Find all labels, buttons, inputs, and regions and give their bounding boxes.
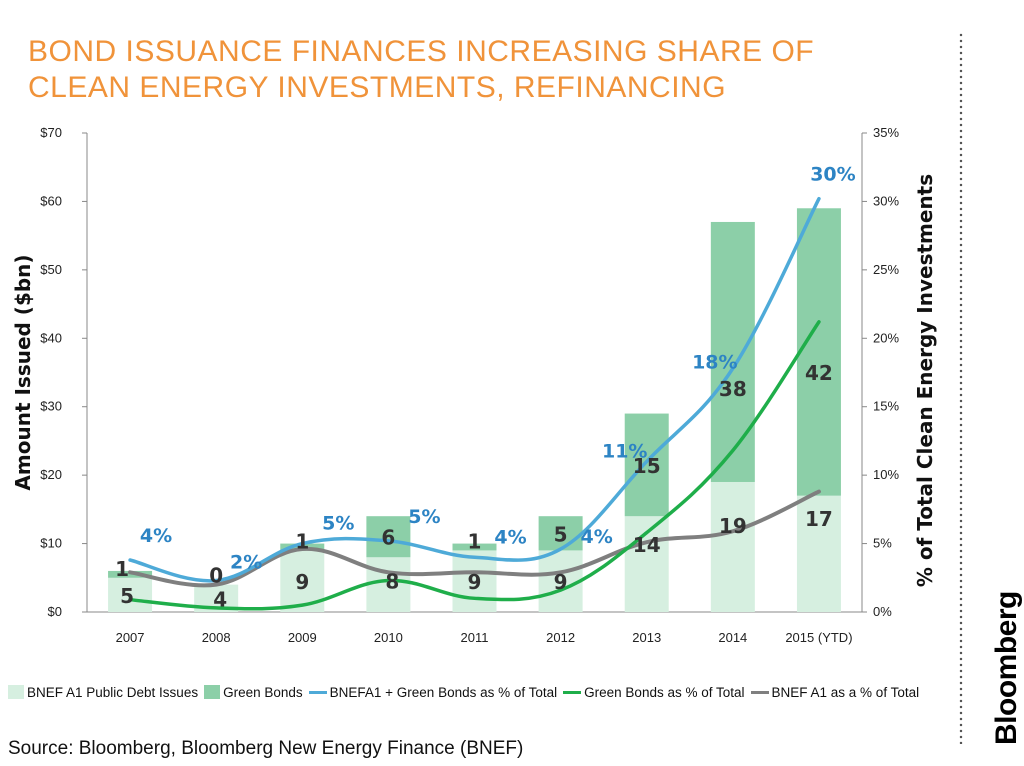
legend-swatch-green-pct [563, 690, 582, 694]
bar-label-green-bonds: 1 [468, 529, 482, 553]
bar-public-debt [452, 550, 497, 612]
x-tick-label: 2015 (YTD) [785, 630, 852, 645]
bar-label-public-debt: 5 [120, 584, 134, 608]
bar-label-public-debt: 9 [295, 570, 309, 594]
x-tick-label: 2007 [116, 630, 145, 645]
chart-title: BOND ISSUANCE FINANCES INCREASING SHARE … [28, 34, 928, 106]
bar-public-debt [538, 550, 583, 612]
title-line-1: BOND ISSUANCE FINANCES INCREASING SHARE … [28, 35, 815, 68]
y-tick-label: $50 [40, 262, 62, 277]
pct-label: 30% [810, 164, 855, 186]
pct-label: 5% [322, 513, 354, 535]
x-tick-label: 2014 [718, 630, 747, 645]
y-axis-title: Amount Issued ($bn) [11, 254, 35, 490]
line-green-pct [128, 320, 821, 611]
bar-label-green-bonds: 42 [805, 361, 833, 385]
x-tick-label: 2010 [374, 630, 403, 645]
legend-label-public-debt: BNEF A1 Public Debt Issues [27, 684, 199, 700]
bar-public-debt [796, 495, 841, 612]
legend-item-a1-pct: BNEF A1 as a % of Total [750, 684, 920, 700]
bar-label-public-debt: 9 [468, 570, 482, 594]
bar-green-bonds [624, 413, 669, 517]
bar-label-public-debt: 4 [213, 587, 227, 611]
title-line-2: CLEAN ENERGY INVESTMENTS, REFINANCING [28, 71, 727, 104]
pct-label: 4% [580, 526, 612, 548]
bar-green-bonds [796, 208, 841, 496]
y2-tick-label: 20% [873, 330, 899, 345]
y2-tick-label: 25% [873, 262, 899, 277]
chart-area: $0$10$20$30$40$50$60$700%5%10%15%20%25%3… [11, 125, 937, 645]
legend-item-public-debt: BNEF A1 Public Debt Issues [8, 685, 198, 700]
legend-swatch-public-debt [8, 685, 24, 699]
source-note: Source: Bloomberg, Bloomberg New Energy … [8, 738, 524, 759]
legend-item-green-pct: Green Bonds as % of Total [563, 684, 745, 700]
pct-label: 4% [494, 526, 526, 548]
bar-label-public-debt: 9 [554, 570, 568, 594]
bar-label-public-debt: 14 [633, 533, 661, 557]
y-tick-label: $10 [40, 536, 62, 551]
bar-label-public-debt: 8 [385, 570, 399, 594]
bar-label-public-debt: 19 [719, 514, 747, 538]
bar-public-debt [108, 577, 153, 612]
bar-green-bonds [280, 543, 325, 551]
bloomberg-logo: Bloomberg [990, 591, 1023, 745]
bar-label-green-bonds: 38 [719, 377, 747, 401]
y2-tick-label: 30% [873, 193, 899, 208]
plot-area: $0$10$20$30$40$50$60$700%5%10%15%20%25%3… [11, 125, 937, 645]
bar-green-bonds [366, 516, 411, 558]
pct-label: 11% [602, 440, 647, 462]
bar-green-bonds [538, 516, 583, 551]
x-tick-label: 2013 [632, 630, 661, 645]
legend-label-green-pct: Green Bonds as % of Total [584, 684, 745, 700]
line-combined-pct [128, 196, 821, 583]
bar-green-bonds [452, 543, 497, 551]
bar-label-green-bonds: 1 [115, 557, 129, 581]
y2-tick-label: 5% [873, 536, 892, 551]
bar-label-green-bonds: 1 [295, 529, 309, 553]
x-tick-label: 2008 [202, 630, 231, 645]
legend-swatch-combined [308, 690, 327, 694]
legend-label-green-bonds: Green Bonds [223, 684, 303, 700]
pct-label: 5% [408, 506, 440, 528]
y-tick-label: $20 [40, 467, 62, 482]
line-a1-pct [128, 489, 821, 588]
pct-label: 2% [230, 552, 262, 574]
pct-label: 4% [140, 525, 172, 547]
dotted-divider [958, 32, 964, 744]
bar-green-bonds [710, 221, 755, 482]
bar-label-public-debt: 17 [805, 507, 833, 531]
legend-label-a1-pct: BNEF A1 as a % of Total [771, 684, 920, 700]
y-tick-label: $70 [40, 125, 62, 140]
y2-tick-label: 35% [873, 125, 899, 140]
y2-tick-label: 10% [873, 467, 899, 482]
bar-public-debt [710, 481, 755, 612]
bar-green-bonds [108, 570, 153, 578]
legend-item-combined: BNEFA1 + Green Bonds as % of Total [308, 684, 558, 700]
x-tick-label: 2011 [461, 630, 489, 645]
bar-label-green-bonds: 5 [554, 522, 568, 546]
bar-label-green-bonds: 15 [633, 454, 661, 478]
x-tick-label: 2012 [546, 630, 575, 645]
y-tick-label: $30 [40, 399, 62, 414]
legend-swatch-green-bonds [204, 685, 221, 699]
legend: BNEF A1 Public Debt Issues Green Bonds B… [8, 682, 925, 702]
bar-label-green-bonds: 6 [381, 526, 395, 550]
legend-label-combined: BNEFA1 + Green Bonds as % of Total [329, 684, 558, 700]
pct-label: 18% [692, 351, 737, 373]
bar-public-debt [366, 557, 411, 612]
y2-tick-label: 0% [873, 604, 892, 619]
y-tick-label: $0 [48, 604, 62, 619]
y-tick-label: $60 [40, 193, 62, 208]
legend-swatch-a1-pct [750, 690, 769, 694]
y2-axis-title: % of Total Clean Energy Investments [913, 174, 937, 587]
legend-item-green-bonds: Green Bonds [204, 685, 303, 700]
y2-tick-label: 15% [873, 399, 899, 414]
bar-label-green-bonds: 0 [209, 564, 223, 588]
y-tick-label: $40 [40, 330, 62, 345]
x-tick-label: 2009 [288, 630, 317, 645]
